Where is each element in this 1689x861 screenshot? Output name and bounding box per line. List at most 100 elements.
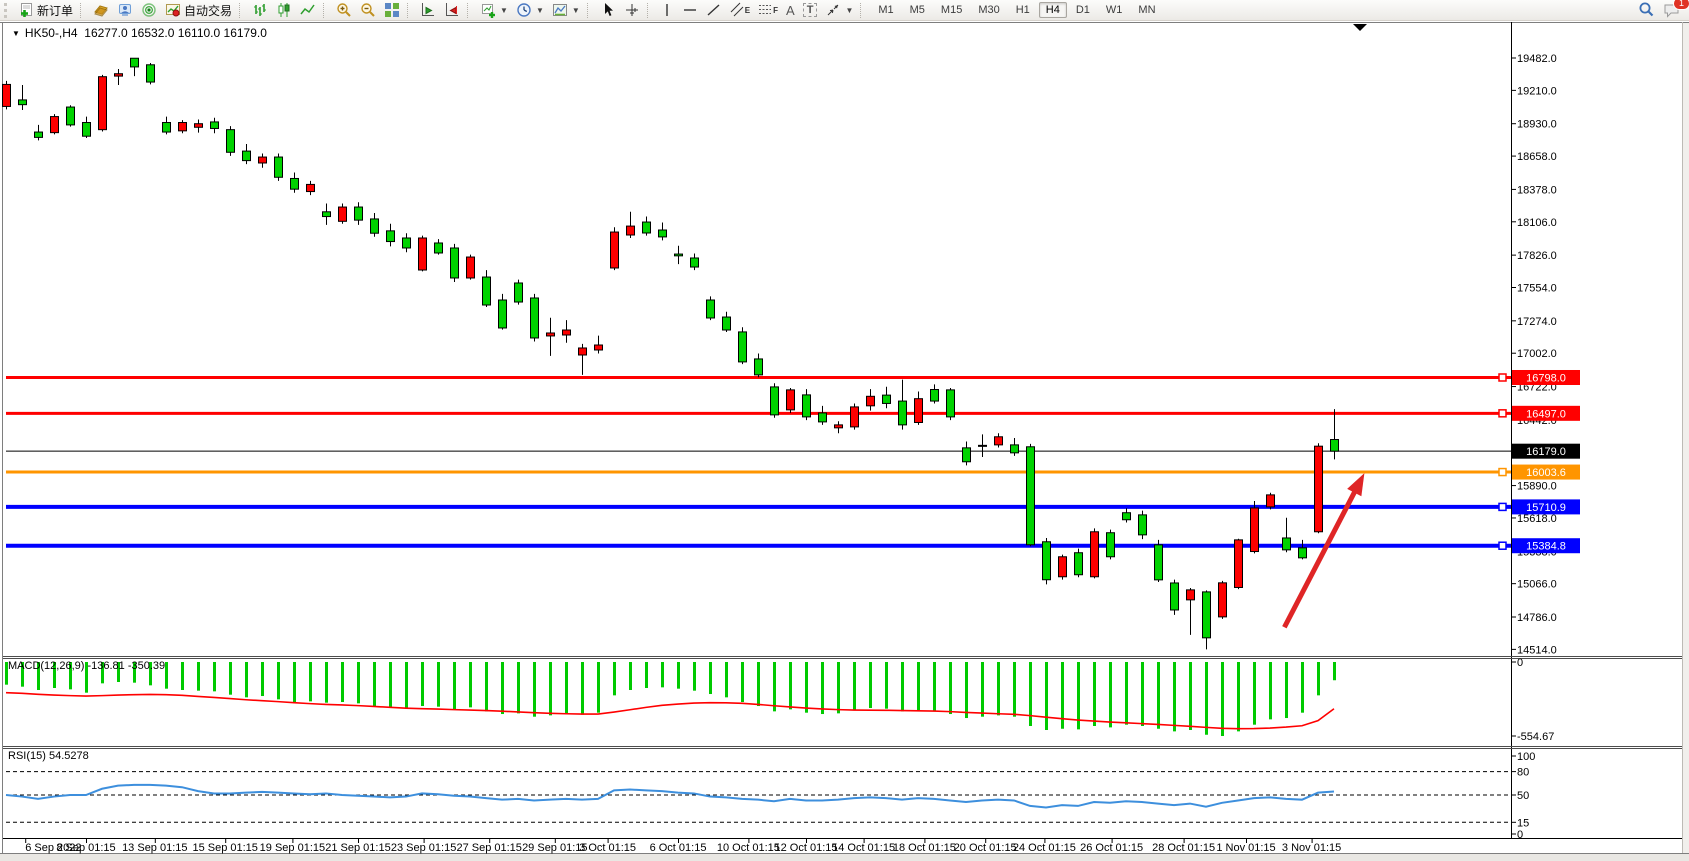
text-label-button[interactable]: T [799,0,822,20]
autotrade-icon [165,2,181,18]
timeframe-button-H1[interactable]: H1 [1015,4,1030,16]
date-label: 29 Sep 01:15 [522,842,587,854]
timeframe-button-M15[interactable]: M15 [940,4,963,16]
timeframe-button-D1[interactable]: D1 [1075,4,1090,16]
trendline-button[interactable] [702,0,726,20]
price-tick: 15066.0 [1517,579,1557,591]
toolbar-separator [323,2,328,18]
autotrade-button[interactable]: 自动交易 [161,0,236,20]
cursor-icon [600,2,616,18]
new-order-button[interactable]: 新订单 [14,0,77,20]
equidistant-channel-button[interactable]: E [726,0,754,20]
candlestick-chart-icon [276,2,292,18]
chevron-down-icon: ▼ [500,5,508,15]
macd-name: MACD(12,26,9) [8,660,85,672]
toolbar-separator [80,2,85,18]
crosshair-button[interactable] [620,0,644,20]
price-badge: 16798.0 [1526,372,1566,384]
tile-windows-icon [384,2,400,18]
vertical-line-button[interactable] [656,0,678,20]
bar-chart-icon [252,2,268,18]
fibonacci-button[interactable]: F [754,0,782,20]
date-label: 26 Oct 01:15 [1080,842,1143,854]
text-button[interactable]: A [782,0,799,20]
chevron-down-icon: ▼ [845,5,854,15]
chart-shift-button[interactable] [440,0,464,20]
price-tick: 19210.0 [1517,85,1557,97]
vertical-line-icon [660,2,674,18]
timeframe-group: M1 M5 M15 M30 H1 H4 D1 W1 MN [871,2,1162,18]
zoom-out-icon [360,2,376,18]
price-badge: 15710.9 [1526,502,1566,514]
price-tick: 17274.0 [1517,316,1557,328]
rsi-tick: 80 [1517,767,1529,779]
rsi-tick: 100 [1517,751,1535,763]
price-tick: 18658.0 [1517,151,1557,163]
date-label: 18 Oct 01:15 [893,842,956,854]
search-icon [1637,1,1655,19]
timeframe-button-M5[interactable]: M5 [909,4,925,16]
macd-indicator-label: MACD(12,26,9) -136.81 -350.39 [8,660,165,672]
clock-icon [516,2,532,18]
price-tick: 14514.0 [1517,644,1557,656]
new-order-label: 新订单 [37,3,74,18]
macd-main-value: -136.81 [87,660,125,672]
gold-seal-icon [93,2,109,18]
tile-windows-button[interactable] [380,0,404,20]
toolbar-separator [467,2,472,18]
cursor-button[interactable] [596,0,620,20]
trendline-icon [706,2,722,18]
signals-button[interactable] [137,0,161,20]
timeframe-button-M1[interactable]: M1 [878,4,894,16]
chart-shift-icon [444,2,460,18]
date-label: 21 Sep 01:15 [325,842,390,854]
timeframe-button-M30[interactable]: M30 [978,4,1000,16]
macd-signal-value: -350.39 [127,660,166,672]
date-label: 14 Oct 01:15 [832,842,895,854]
community-button[interactable] [113,0,137,20]
profile-icon [117,2,133,18]
bar-chart-button[interactable] [248,0,272,20]
date-label: 28 Oct 01:15 [1152,842,1215,854]
price-badge: 15384.8 [1526,541,1566,553]
date-label: 10 Oct 01:15 [717,842,780,854]
gold-seal-button[interactable] [89,0,113,20]
chart-title: ▼ HK50-,H4 16277.0 16532.0 16110.0 16179.… [12,26,267,40]
price-badge: 16497.0 [1526,408,1566,420]
auto-scroll-button[interactable] [416,0,440,20]
horizontal-line-icon [682,2,698,18]
template-icon [552,2,568,18]
new-chart-dropdown[interactable]: ▼ [476,0,512,20]
zoom-in-button[interactable] [332,0,356,20]
template-dropdown[interactable]: ▼ [548,0,584,20]
search-button[interactable] [1633,0,1659,20]
timeframe-button-W1[interactable]: W1 [1105,4,1123,16]
timeframe-button-MN[interactable]: MN [1138,4,1156,16]
price-tick: 18930.0 [1517,119,1557,131]
toolbar-grip[interactable] [4,2,10,18]
date-label: 13 Sep 01:15 [122,842,187,854]
timeframe-button-H4[interactable]: H4 [1038,2,1067,18]
price-tick: 18106.0 [1517,217,1557,229]
date-label: 20 Oct 01:15 [954,842,1017,854]
chart-collapse-icon[interactable]: ▼ [12,29,20,38]
new-order-icon [18,2,34,18]
horizontal-line-button[interactable] [678,0,702,20]
fibonacci-glyph: F [773,5,779,15]
zoom-out-button[interactable] [356,0,380,20]
notification-badge: 1 [1673,0,1689,10]
rsi-tick: 0 [1517,829,1523,841]
price-badge: 16179.0 [1526,446,1566,458]
price-tick: 15618.0 [1517,513,1557,525]
line-chart-button[interactable] [296,0,320,20]
candlestick-chart-button[interactable] [272,0,296,20]
chat-button[interactable]: 1 [1659,0,1689,20]
rsi-name: RSI(15) [8,750,46,762]
arrows-dropdown[interactable]: ▼ [821,0,857,20]
date-label: 6 Sep 2022 [25,842,81,854]
date-label: 3 Nov 01:15 [1282,842,1341,854]
period-dropdown[interactable]: ▼ [512,0,548,20]
toolbar-separator [646,2,652,18]
